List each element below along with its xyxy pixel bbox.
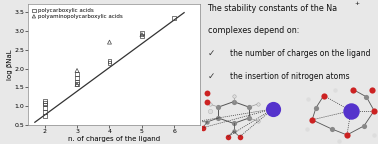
Point bbox=[254, 103, 260, 105]
Point bbox=[231, 101, 237, 103]
Point bbox=[350, 88, 356, 91]
polycarboxylic acids bbox=[42, 115, 48, 117]
polycarboxylic acids bbox=[74, 73, 80, 75]
polycarboxylic acids bbox=[139, 35, 145, 38]
polyaminopolycarboxylic acids bbox=[74, 69, 80, 72]
polyaminopolycarboxylic acids bbox=[107, 41, 113, 43]
Point bbox=[371, 110, 377, 112]
Point bbox=[363, 96, 369, 98]
Point bbox=[215, 106, 222, 108]
Point bbox=[194, 120, 200, 123]
polyaminopolycarboxylic acids bbox=[139, 33, 145, 36]
Legend: polycarboxylic acids, polyaminopolycarboxylic acids: polycarboxylic acids, polyaminopolycarbo… bbox=[31, 7, 123, 19]
Point bbox=[237, 136, 243, 138]
Point bbox=[204, 101, 210, 103]
Text: ✓: ✓ bbox=[208, 72, 215, 81]
Point bbox=[270, 108, 276, 110]
polycarboxylic acids bbox=[74, 81, 80, 83]
polycarboxylic acids bbox=[171, 16, 177, 19]
Point bbox=[348, 110, 354, 112]
Text: the number of charges on the ligand: the number of charges on the ligand bbox=[230, 49, 371, 58]
Point bbox=[321, 94, 327, 97]
Point bbox=[371, 134, 377, 136]
Point bbox=[304, 128, 310, 130]
polycarboxylic acids bbox=[42, 101, 48, 104]
polycarboxylic acids bbox=[74, 83, 80, 85]
Point bbox=[231, 122, 237, 125]
Point bbox=[336, 140, 342, 142]
Point bbox=[215, 117, 222, 119]
Point bbox=[361, 125, 367, 127]
Point bbox=[200, 127, 206, 129]
Text: the insertion of nitrogen atoms: the insertion of nitrogen atoms bbox=[230, 72, 350, 81]
Text: The stability constants of the Na: The stability constants of the Na bbox=[208, 4, 338, 13]
Point bbox=[328, 128, 335, 130]
Point bbox=[309, 119, 315, 121]
Point bbox=[231, 130, 237, 132]
polycarboxylic acids bbox=[42, 100, 48, 102]
X-axis label: n. of charges of the ligand: n. of charges of the ligand bbox=[68, 136, 160, 142]
polycarboxylic acids bbox=[107, 60, 113, 62]
Point bbox=[369, 88, 375, 91]
polycarboxylic acids bbox=[42, 107, 48, 109]
Point bbox=[344, 134, 350, 136]
polycarboxylic acids bbox=[74, 77, 80, 79]
Point bbox=[207, 110, 213, 112]
polycarboxylic acids bbox=[42, 111, 48, 113]
Point bbox=[246, 106, 252, 108]
polycarboxylic acids bbox=[107, 62, 113, 64]
Point bbox=[225, 136, 231, 138]
polycarboxylic acids bbox=[139, 32, 145, 34]
Point bbox=[305, 97, 311, 100]
Text: complexes depend on:: complexes depend on: bbox=[208, 26, 299, 35]
Point bbox=[207, 103, 213, 105]
Point bbox=[204, 91, 210, 94]
Point bbox=[313, 107, 319, 109]
Text: +: + bbox=[354, 1, 359, 6]
polyaminopolycarboxylic acids bbox=[74, 83, 80, 86]
polycarboxylic acids bbox=[42, 103, 48, 106]
Point bbox=[246, 117, 252, 119]
Point bbox=[231, 94, 237, 97]
Point bbox=[254, 120, 260, 122]
Point bbox=[204, 121, 210, 123]
Y-axis label: log βNaL: log βNaL bbox=[7, 50, 13, 80]
Point bbox=[332, 88, 338, 91]
Text: ✓: ✓ bbox=[208, 49, 215, 58]
